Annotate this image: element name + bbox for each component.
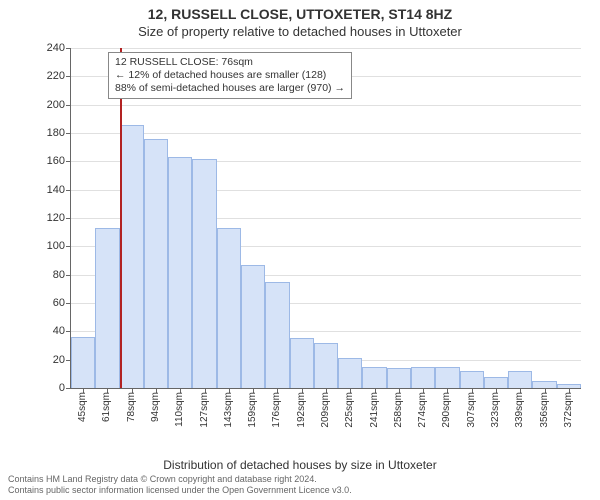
x-axis-label: Distribution of detached houses by size … bbox=[0, 458, 600, 472]
x-tick-label: 110sqm bbox=[174, 392, 185, 452]
histogram-bar bbox=[314, 343, 338, 388]
y-tick-label: 180 bbox=[47, 127, 65, 139]
y-tick-label: 80 bbox=[53, 269, 65, 281]
x-tick-label: 258sqm bbox=[393, 392, 404, 452]
x-tick-label: 241sqm bbox=[369, 392, 380, 452]
x-tick-label: 78sqm bbox=[126, 392, 137, 452]
x-tick-label: 45sqm bbox=[77, 392, 88, 452]
histogram-bar bbox=[290, 338, 314, 388]
y-tick-label: 0 bbox=[59, 382, 65, 394]
x-tick-label: 61sqm bbox=[101, 392, 112, 452]
footer-line-1: Contains HM Land Registry data © Crown c… bbox=[8, 474, 592, 485]
footer-line-2: Contains public sector information licen… bbox=[8, 485, 592, 496]
annotation-line: 88% of semi-detached houses are larger (… bbox=[115, 82, 345, 95]
footer-attribution: Contains HM Land Registry data © Crown c… bbox=[8, 474, 592, 496]
x-tick-label: 356sqm bbox=[539, 392, 550, 452]
annotation-line: ← 12% of detached houses are smaller (12… bbox=[115, 69, 345, 82]
x-tick-label: 274sqm bbox=[417, 392, 428, 452]
histogram-bar bbox=[460, 371, 484, 388]
y-tick-label: 60 bbox=[53, 297, 65, 309]
x-tick-label: 192sqm bbox=[296, 392, 307, 452]
chart-subtitle: Size of property relative to detached ho… bbox=[0, 24, 600, 39]
chart-title: 12, RUSSELL CLOSE, UTTOXETER, ST14 8HZ bbox=[0, 6, 600, 22]
x-tick-label: 176sqm bbox=[271, 392, 282, 452]
y-tick-label: 200 bbox=[47, 99, 65, 111]
y-tick-label: 240 bbox=[47, 42, 65, 54]
x-tick-label: 159sqm bbox=[247, 392, 258, 452]
chart-container: 12, RUSSELL CLOSE, UTTOXETER, ST14 8HZ S… bbox=[0, 0, 600, 500]
histogram-bar bbox=[508, 371, 532, 388]
x-tick-label: 94sqm bbox=[150, 392, 161, 452]
histogram-bar bbox=[192, 159, 216, 389]
x-tick-label: 372sqm bbox=[563, 392, 574, 452]
x-tick-label: 143sqm bbox=[223, 392, 234, 452]
histogram-bar bbox=[71, 337, 95, 388]
histogram-bar bbox=[95, 228, 119, 388]
histogram-bar bbox=[435, 367, 459, 388]
x-tick-label: 339sqm bbox=[514, 392, 525, 452]
annotation-box: 12 RUSSELL CLOSE: 76sqm← 12% of detached… bbox=[108, 52, 352, 99]
histogram-bar bbox=[362, 367, 386, 388]
x-tick-label: 323sqm bbox=[490, 392, 501, 452]
annotation-line: 12 RUSSELL CLOSE: 76sqm bbox=[115, 56, 345, 69]
histogram-bar bbox=[144, 139, 168, 388]
y-tick-label: 100 bbox=[47, 240, 65, 252]
histogram-bar bbox=[387, 368, 411, 388]
y-tick-label: 220 bbox=[47, 70, 65, 82]
histogram-bar bbox=[484, 377, 508, 388]
y-tick-label: 140 bbox=[47, 184, 65, 196]
x-tick-label: 127sqm bbox=[199, 392, 210, 452]
histogram-bar bbox=[168, 157, 192, 388]
y-tick-mark bbox=[66, 388, 71, 389]
histogram-bar bbox=[338, 358, 362, 388]
x-tick-label: 209sqm bbox=[320, 392, 331, 452]
y-tick-label: 40 bbox=[53, 325, 65, 337]
x-tick-label: 290sqm bbox=[441, 392, 452, 452]
y-tick-label: 120 bbox=[47, 212, 65, 224]
histogram-bar bbox=[217, 228, 241, 388]
x-tick-label: 307sqm bbox=[466, 392, 477, 452]
y-tick-label: 160 bbox=[47, 155, 65, 167]
x-tick-label: 225sqm bbox=[344, 392, 355, 452]
histogram-bar bbox=[411, 367, 435, 388]
histogram-bar bbox=[241, 265, 265, 388]
histogram-bar bbox=[532, 381, 556, 388]
y-tick-label: 20 bbox=[53, 354, 65, 366]
histogram-bar bbox=[265, 282, 289, 388]
histogram-bar bbox=[120, 125, 144, 389]
